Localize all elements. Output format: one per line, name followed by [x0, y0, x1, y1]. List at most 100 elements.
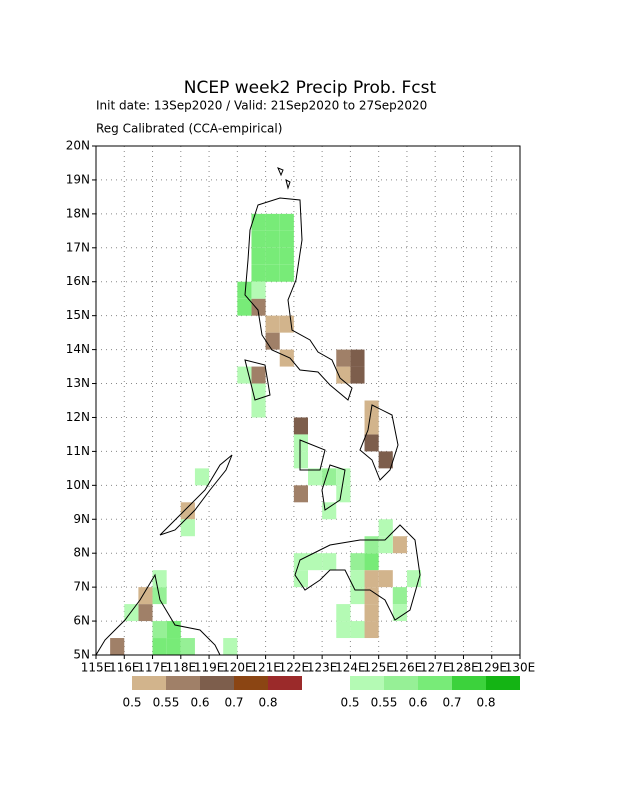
y-tick-label: 12N: [66, 410, 90, 424]
colorbar-label: 0.6: [190, 696, 209, 710]
prob-cell: [364, 621, 379, 639]
colorbar-label: 0.55: [153, 696, 180, 710]
colorbar-swatch: [166, 676, 200, 690]
prob-cell: [223, 638, 238, 655]
coastline: [96, 573, 221, 655]
prob-cell: [279, 349, 294, 367]
prob-cell: [378, 570, 393, 588]
y-tick-label: 17N: [66, 240, 90, 254]
colorbar-label: 0.8: [258, 696, 277, 710]
prob-cell: [364, 536, 379, 554]
prob-cell: [180, 638, 195, 655]
prob-cell: [251, 230, 266, 248]
prob-cell: [392, 604, 407, 622]
prob-cell: [378, 519, 393, 537]
coastline: [277, 167, 291, 190]
y-tick-label: 10N: [66, 478, 90, 492]
prob-cell: [110, 638, 125, 655]
prob-cell: [237, 366, 252, 384]
x-tick-label: 124E: [335, 661, 366, 675]
prob-cell: [293, 485, 308, 503]
plot-frame: [95, 145, 521, 656]
coastline: [159, 454, 233, 536]
colorbar-swatch: [486, 676, 520, 690]
y-tick-label: 8N: [73, 546, 90, 560]
colorbar-label: 0.55: [371, 696, 398, 710]
prob-cell: [138, 587, 153, 605]
prob-cell: [194, 468, 210, 486]
prob-cell: [265, 315, 280, 333]
prob-cell: [350, 621, 365, 639]
prob-cell: [308, 468, 323, 486]
y-tick-label: 7N: [73, 580, 90, 594]
colorbar-swatch: [384, 676, 418, 690]
coastline: [244, 359, 271, 401]
chart-title: NCEP week2 Precip Prob. Fcst: [184, 78, 437, 98]
prob-cell: [322, 553, 337, 571]
prob-cell: [265, 247, 280, 265]
colorbar-label: 0.5: [122, 696, 141, 710]
prob-cell: [237, 281, 252, 299]
colorbar-swatch: [350, 676, 384, 690]
y-tick-label: 20N: [66, 139, 90, 153]
y-tick-label: 19N: [66, 172, 90, 186]
prob-cell: [350, 553, 365, 571]
y-tick-label: 13N: [66, 376, 90, 390]
prob-cell: [364, 570, 379, 588]
prob-cell: [166, 638, 181, 655]
coastline: [294, 524, 421, 621]
prob-cell: [336, 468, 351, 486]
prob-cell: [293, 570, 308, 588]
x-tick-label: 115E: [81, 661, 112, 675]
prob-cell: [293, 553, 308, 571]
prob-cell: [279, 247, 294, 265]
prob-cell: [378, 451, 393, 469]
x-tick-label: 122E: [279, 661, 310, 675]
colorbars: 0.5 0.55 0.6 0.7 0.8 0.5 0.55 0.6 0.7 0.8: [122, 676, 520, 710]
prob-cell: [364, 434, 379, 452]
prob-cell: [265, 332, 280, 350]
x-tick-label: 126E: [392, 661, 423, 675]
prob-cell: [138, 604, 153, 622]
subtitle: Reg Calibrated (CCA-empirical): [96, 122, 282, 136]
prob-cell: [336, 366, 351, 384]
x-tick-label: 117E: [137, 661, 168, 675]
x-tick-label: 116E: [109, 661, 140, 675]
prob-cell: [180, 502, 195, 520]
prob-cell: [364, 553, 379, 571]
colorbar-label: 0.8: [476, 696, 495, 710]
x-tick-label: 130E: [505, 661, 536, 675]
colorbar-label: 0.6: [408, 696, 427, 710]
prob-cell: [364, 417, 379, 435]
y-tick-label: 9N: [73, 512, 90, 526]
coastlines: [96, 167, 421, 655]
coastline: [244, 197, 353, 401]
prob-cell: [265, 213, 280, 231]
colorbar-swatch: [268, 676, 302, 690]
y-tick-label: 6N: [73, 614, 90, 628]
y-tick-label: 15N: [66, 308, 90, 322]
prob-cell: [152, 621, 167, 639]
prob-cell: [251, 366, 266, 384]
y-tick-label: 16N: [66, 274, 90, 288]
prob-cell: [279, 230, 294, 248]
y-tick-label: 11N: [66, 444, 90, 458]
x-tick-label: 127E: [420, 661, 451, 675]
prob-cell: [279, 213, 294, 231]
prob-cell: [350, 349, 365, 367]
colorbar-swatch: [200, 676, 234, 690]
prob-cell: [336, 349, 351, 367]
prob-cell: [392, 536, 407, 554]
colorbar-swatch: [234, 676, 268, 690]
prob-cell: [251, 383, 266, 401]
subtitle: Init date: 13Sep2020 / Valid: 21Sep2020 …: [96, 99, 427, 113]
prob-cell: [350, 587, 365, 605]
x-tick-label: 128E: [448, 661, 479, 675]
prob-cell: [265, 230, 280, 248]
prob-cell: [251, 264, 266, 282]
prob-cell: [251, 298, 266, 316]
x-tick-label: 129E: [476, 661, 507, 675]
prob-cell: [251, 281, 266, 299]
prob-cell: [308, 553, 323, 571]
coastline: [321, 464, 346, 511]
